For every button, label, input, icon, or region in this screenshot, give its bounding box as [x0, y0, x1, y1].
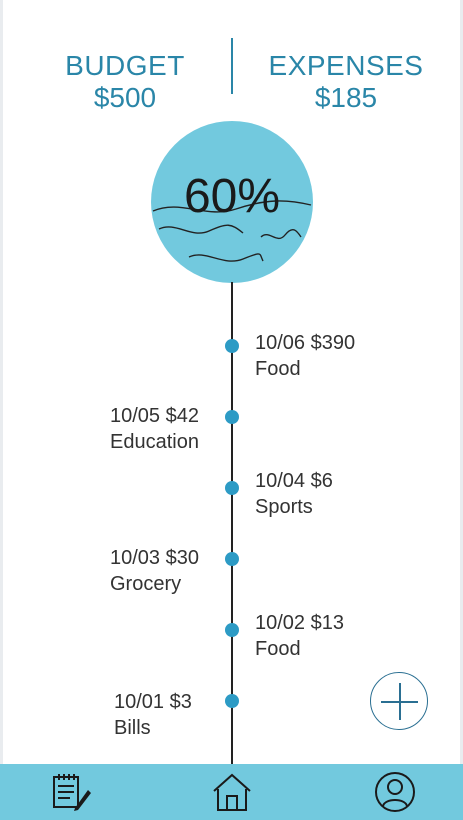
- entry-date-amount: 10/03 $30: [110, 547, 199, 569]
- progress-circle: 60%: [151, 121, 313, 283]
- entry-category: Food: [255, 638, 301, 660]
- timeline-dot[interactable]: [225, 410, 239, 424]
- timeline-entry[interactable]: 10/04 $6 Sports: [255, 468, 333, 520]
- budget-summary: BUDGET $500 EXPENSES $185: [0, 38, 463, 120]
- expenses-value: $185: [314, 82, 378, 113]
- timeline-entry[interactable]: 10/02 $13 Food: [255, 610, 344, 662]
- wave-lines: [152, 200, 312, 262]
- nav-home-button[interactable]: [210, 770, 254, 814]
- entry-category: Food: [255, 358, 301, 380]
- expenses-block: EXPENSES $185: [246, 50, 446, 114]
- notepad-pencil-icon: [53, 774, 91, 811]
- home-icon: [213, 773, 251, 811]
- entry-category: Bills: [114, 717, 151, 739]
- timeline-dot[interactable]: [225, 481, 239, 495]
- entry-category: Grocery: [110, 573, 182, 595]
- frame-right-edge: [460, 0, 463, 820]
- summary-divider: [231, 38, 233, 94]
- entry-date-amount: 10/02 $13: [255, 612, 344, 634]
- timeline-dot[interactable]: [225, 552, 239, 566]
- timeline-line: [231, 282, 233, 764]
- entry-date-amount: 10/06 $390: [255, 332, 356, 354]
- timeline-entry[interactable]: 10/05 $42 Education: [110, 403, 199, 455]
- nav-profile-button[interactable]: [373, 770, 417, 814]
- timeline-entry[interactable]: 10/01 $3 Bills: [114, 689, 192, 741]
- timeline-dot[interactable]: [225, 339, 239, 353]
- nav-notes-button[interactable]: [50, 770, 94, 814]
- entry-date-amount: 10/05 $42: [110, 405, 199, 427]
- timeline-entry[interactable]: 10/03 $30 Grocery: [110, 545, 199, 597]
- budget-value: $500: [93, 82, 157, 113]
- entry-date-amount: 10/01 $3: [114, 691, 192, 713]
- budget-block: BUDGET $500: [25, 50, 225, 114]
- entry-category: Sports: [255, 496, 313, 518]
- entry-category: Education: [110, 431, 199, 453]
- budget-label: BUDGET: [65, 50, 185, 81]
- bottom-nav: [0, 764, 463, 820]
- entry-date-amount: 10/04 $6: [255, 470, 333, 492]
- frame-left-edge: [0, 0, 3, 820]
- expenses-label: EXPENSES: [268, 50, 424, 81]
- progress-percent: 60%: [183, 170, 281, 223]
- timeline-dot[interactable]: [225, 694, 239, 708]
- timeline-dot[interactable]: [225, 623, 239, 637]
- user-profile-icon: [375, 772, 415, 812]
- timeline-entry[interactable]: 10/06 $390 Food: [255, 330, 355, 382]
- add-expense-button[interactable]: [370, 672, 428, 730]
